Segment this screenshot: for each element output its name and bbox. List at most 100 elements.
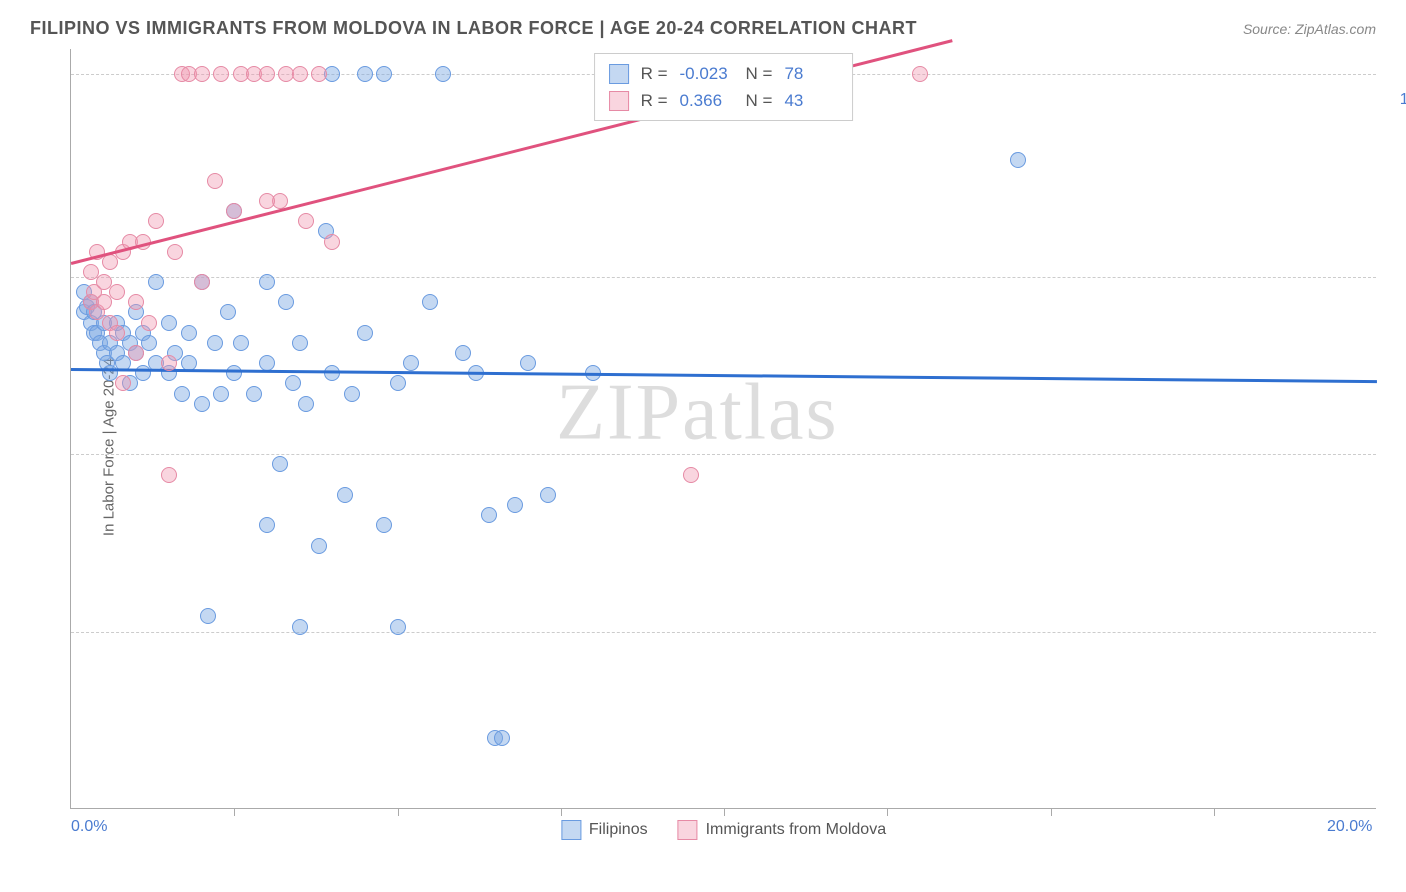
chart-container: In Labor Force | Age 20-24 ZIPatlas 47.5… (70, 49, 1376, 844)
y-tick-label: 65.0% (1384, 445, 1406, 463)
data-point (161, 467, 177, 483)
data-point (259, 355, 275, 371)
data-point (520, 355, 536, 371)
legend-swatch (678, 820, 698, 840)
data-point (259, 274, 275, 290)
data-point (481, 507, 497, 523)
data-point (376, 517, 392, 533)
data-point (246, 386, 262, 402)
chart-source: Source: ZipAtlas.com (1243, 21, 1376, 37)
data-point (357, 325, 373, 341)
data-point (311, 538, 327, 554)
x-tick-label: 20.0% (1327, 818, 1372, 836)
n-value: 43 (784, 87, 838, 114)
data-point (174, 386, 190, 402)
data-point (161, 315, 177, 331)
data-point (1010, 152, 1026, 168)
data-point (220, 304, 236, 320)
data-point (455, 345, 471, 361)
x-tick-mark (234, 808, 235, 816)
x-tick-mark (398, 808, 399, 816)
data-point (278, 294, 294, 310)
x-tick-mark (1214, 808, 1215, 816)
data-point (298, 213, 314, 229)
r-label: R = (641, 60, 668, 87)
data-point (233, 335, 249, 351)
data-point (540, 487, 556, 503)
data-point (435, 66, 451, 82)
legend-label: Immigrants from Moldova (706, 821, 887, 839)
n-label: N = (746, 60, 773, 87)
y-tick-label: 47.5% (1384, 623, 1406, 641)
r-value: 0.366 (680, 87, 734, 114)
plot-area: ZIPatlas 47.5%65.0%82.5%100.0%0.0%20.0%R… (70, 49, 1376, 809)
data-point (298, 396, 314, 412)
x-tick-mark (887, 808, 888, 816)
data-point (141, 315, 157, 331)
data-point (109, 325, 125, 341)
gridline (71, 454, 1376, 455)
legend: Filipinos Immigrants from Moldova (561, 820, 886, 840)
data-point (115, 375, 131, 391)
data-point (148, 213, 164, 229)
chart-header: FILIPINO VS IMMIGRANTS FROM MOLDOVA IN L… (0, 0, 1406, 49)
data-point (272, 456, 288, 472)
data-point (683, 467, 699, 483)
data-point (194, 274, 210, 290)
x-tick-mark (1051, 808, 1052, 816)
data-point (324, 365, 340, 381)
data-point (390, 619, 406, 635)
data-point (507, 497, 523, 513)
legend-label: Filipinos (589, 821, 648, 839)
data-point (181, 325, 197, 341)
x-tick-mark (561, 808, 562, 816)
legend-item: Filipinos (561, 820, 648, 840)
data-point (259, 193, 275, 209)
data-point (259, 66, 275, 82)
data-point (141, 335, 157, 351)
data-point (494, 730, 510, 746)
data-point (292, 335, 308, 351)
r-value: -0.023 (680, 60, 734, 87)
data-point (292, 66, 308, 82)
data-point (324, 234, 340, 250)
data-point (285, 375, 301, 391)
gridline (71, 632, 1376, 633)
data-point (207, 173, 223, 189)
data-point (161, 355, 177, 371)
y-tick-label: 100.0% (1384, 91, 1406, 109)
data-point (376, 66, 392, 82)
chart-title: FILIPINO VS IMMIGRANTS FROM MOLDOVA IN L… (30, 18, 917, 39)
data-point (109, 284, 125, 300)
legend-swatch (609, 91, 629, 111)
r-label: R = (641, 87, 668, 114)
data-point (128, 345, 144, 361)
data-point (200, 608, 216, 624)
data-point (912, 66, 928, 82)
data-point (344, 386, 360, 402)
data-point (311, 66, 327, 82)
data-point (292, 619, 308, 635)
n-value: 78 (784, 60, 838, 87)
data-point (357, 66, 373, 82)
data-point (148, 274, 164, 290)
n-label: N = (746, 87, 773, 114)
x-tick-label: 0.0% (71, 818, 107, 836)
data-point (207, 335, 223, 351)
data-point (213, 386, 229, 402)
watermark: ZIPatlas (556, 368, 839, 459)
trend-line (71, 368, 1377, 383)
stats-row: R = 0.366 N = 43 (609, 87, 839, 114)
data-point (226, 203, 242, 219)
data-point (226, 365, 242, 381)
data-point (194, 66, 210, 82)
data-point (194, 396, 210, 412)
data-point (128, 294, 144, 310)
data-point (403, 355, 419, 371)
legend-swatch (561, 820, 581, 840)
data-point (213, 66, 229, 82)
data-point (167, 244, 183, 260)
y-tick-label: 82.5% (1384, 268, 1406, 286)
legend-swatch (609, 64, 629, 84)
data-point (422, 294, 438, 310)
